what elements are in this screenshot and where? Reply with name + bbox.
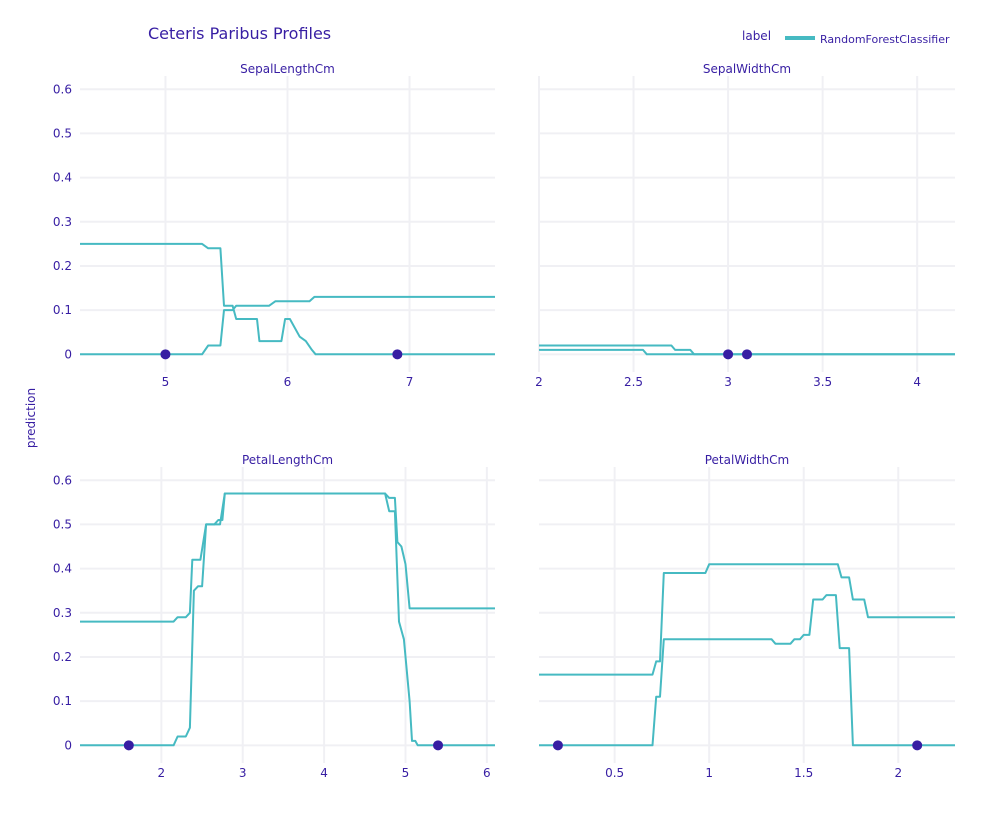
- y-tick-label: 0.4: [53, 171, 72, 185]
- panel-SepalLengthCm: 5 6 7 0 0.1 0.2 0.3 0.4 0.5 0.6 SepalLengthCm: [53, 62, 495, 389]
- x-tick-label: 5: [402, 766, 410, 780]
- y-axis-label: prediction: [24, 388, 38, 448]
- x-tick-label: 2.5: [624, 375, 643, 389]
- subplot-title: SepalLengthCm: [240, 62, 335, 76]
- observation-point[interactable]: [742, 349, 752, 360]
- series-line[interactable]: [80, 492, 495, 623]
- x-tick-label: 6: [483, 766, 491, 780]
- x-tick-label: 4: [913, 375, 921, 389]
- y-tick-label: 0.3: [53, 215, 72, 229]
- x-tick-label: 2: [158, 766, 166, 780]
- observation-point[interactable]: [552, 740, 563, 751]
- observation-point[interactable]: [123, 740, 134, 751]
- y-tick-label: 0.1: [53, 694, 72, 708]
- panel-PetalWidthCm: 0.5 1 1.5 2 PetalWidthCm: [539, 453, 955, 780]
- y-tick-label: 0: [64, 738, 72, 752]
- subplot-title: PetalLengthCm: [242, 453, 333, 467]
- series-line[interactable]: [539, 563, 955, 676]
- x-tick-label: 6: [284, 375, 292, 389]
- series-line[interactable]: [80, 295, 495, 356]
- observation-point[interactable]: [433, 740, 444, 751]
- series-line[interactable]: [539, 594, 955, 747]
- x-tick-label: 0.5: [605, 766, 624, 780]
- observation-point[interactable]: [912, 740, 923, 751]
- observation-point[interactable]: [392, 349, 403, 360]
- series-line[interactable]: [80, 492, 495, 747]
- panel-SepalWidthCm: 2 2.5 3 3.5 4 SepalWidthCm: [535, 62, 955, 389]
- legend-item-label[interactable]: RandomForestClassifier: [820, 33, 950, 46]
- x-tick-label: 3.5: [813, 375, 832, 389]
- x-tick-label: 4: [320, 766, 328, 780]
- y-tick-label: 0.5: [53, 517, 72, 531]
- y-tick-label: 0.6: [53, 473, 72, 487]
- subplot-title: SepalWidthCm: [703, 62, 791, 76]
- observation-point[interactable]: [723, 349, 734, 360]
- y-tick-label: 0.6: [53, 82, 72, 96]
- chart-title: Ceteris Paribus Profiles: [148, 24, 331, 43]
- panel-PetalLengthCm: 2 3 4 5 6 0 0.1 0.2 0.3 0.4 0.5 0.6 PetalLengthCm: [53, 453, 495, 780]
- panels: 5 6 7 0 0.1 0.2 0.3 0.4 0.5 0.6 SepalLengthCm 2 2.5 3…: [53, 62, 955, 780]
- legend-title: label: [742, 29, 771, 43]
- series-line[interactable]: [539, 348, 955, 356]
- x-tick-label: 2: [535, 375, 543, 389]
- series-line[interactable]: [80, 242, 495, 356]
- y-tick-label: 0.5: [53, 126, 72, 140]
- x-tick-label: 2: [894, 766, 902, 780]
- y-tick-label: 0: [64, 347, 72, 361]
- x-tick-label: 3: [724, 375, 732, 389]
- y-tick-label: 0.1: [53, 303, 72, 317]
- x-tick-label: 5: [162, 375, 170, 389]
- x-tick-label: 1: [705, 766, 713, 780]
- y-tick-label: 0.2: [53, 259, 72, 273]
- subplot-title: PetalWidthCm: [705, 453, 790, 467]
- observation-point[interactable]: [160, 349, 171, 360]
- y-tick-label: 0.2: [53, 650, 72, 664]
- x-tick-label: 3: [239, 766, 247, 780]
- x-tick-label: 7: [406, 375, 414, 389]
- x-tick-label: 1.5: [794, 766, 813, 780]
- y-tick-label: 0.4: [53, 562, 72, 576]
- y-tick-label: 0.3: [53, 606, 72, 620]
